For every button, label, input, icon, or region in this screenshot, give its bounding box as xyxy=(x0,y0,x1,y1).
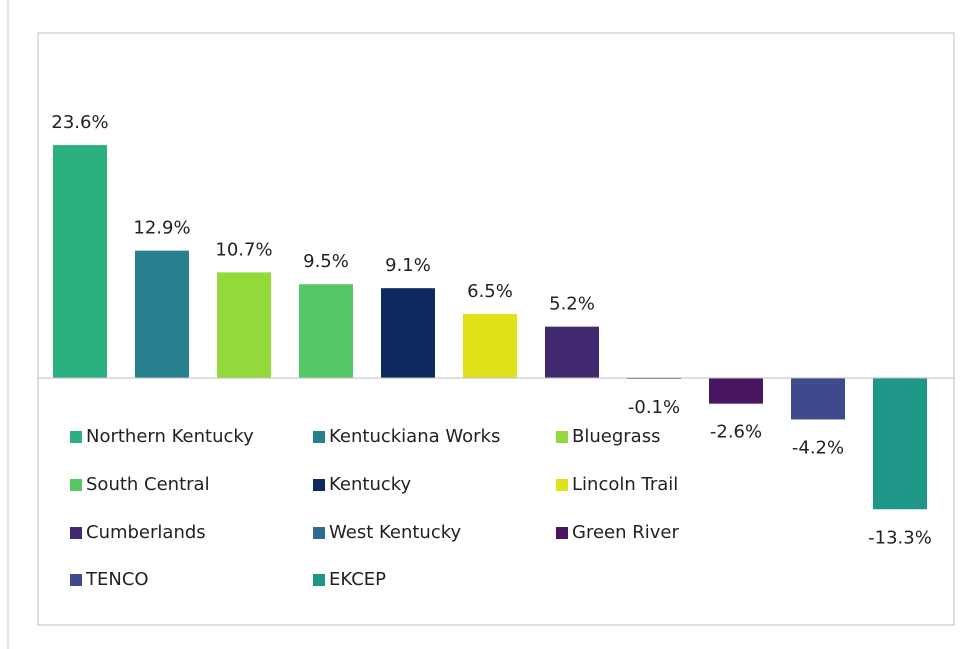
data-label: 9.1% xyxy=(385,255,431,276)
data-label: 9.5% xyxy=(303,251,349,272)
data-label: -4.2% xyxy=(792,437,844,458)
legend-swatch xyxy=(313,479,325,491)
legend-label: Northern Kentucky xyxy=(86,426,254,447)
legend-swatch xyxy=(313,574,325,586)
legend-label: West Kentucky xyxy=(329,522,462,543)
bar xyxy=(709,378,763,404)
legend-swatch xyxy=(556,431,568,443)
legend-swatch xyxy=(70,527,82,539)
bar xyxy=(53,145,107,378)
legend-label: South Central xyxy=(86,474,210,495)
bar xyxy=(545,326,599,378)
legend-swatch xyxy=(556,479,568,491)
legend-label: Bluegrass xyxy=(572,426,660,447)
legend-swatch xyxy=(70,431,82,443)
legend-label: Cumberlands xyxy=(86,522,206,543)
plot-frame xyxy=(37,32,955,626)
legend-label: EKCEP xyxy=(329,569,386,590)
legend-swatch xyxy=(556,527,568,539)
legend-label: Kentucky xyxy=(329,474,412,495)
legend-label: Lincoln Trail xyxy=(572,474,678,495)
bar xyxy=(299,284,353,378)
legend-swatch xyxy=(70,574,82,586)
data-label: 12.9% xyxy=(133,218,190,239)
data-label: -2.6% xyxy=(710,422,762,443)
bar xyxy=(873,378,927,510)
legend-label: Kentuckiana Works xyxy=(329,426,500,447)
data-label: -13.3% xyxy=(868,527,932,548)
legend-swatch xyxy=(313,431,325,443)
bar xyxy=(381,288,435,378)
bar xyxy=(463,313,517,378)
bar xyxy=(791,378,845,420)
data-label: 5.2% xyxy=(549,294,595,315)
data-label: 23.6% xyxy=(51,112,108,133)
legend-swatch xyxy=(313,527,325,539)
data-label: -0.1% xyxy=(628,397,680,418)
bar xyxy=(135,250,189,378)
legend-label: TENCO xyxy=(85,569,149,590)
legend-label: Green River xyxy=(572,522,679,543)
bar xyxy=(217,272,271,378)
legend-swatch xyxy=(70,479,82,491)
data-label: 10.7% xyxy=(215,239,272,260)
data-label: 6.5% xyxy=(467,281,513,302)
